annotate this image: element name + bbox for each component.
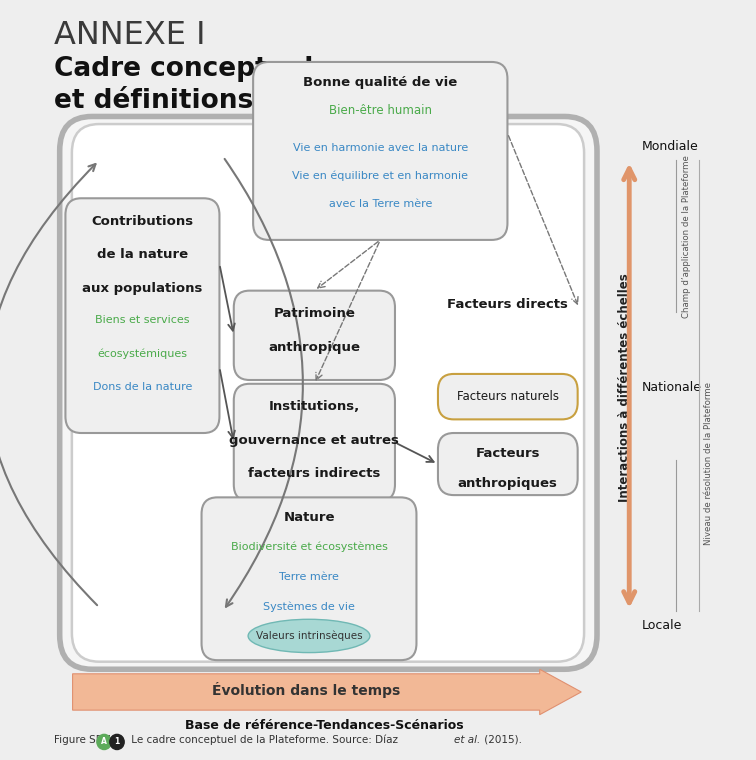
Text: Vie en équilibre et en harmonie: Vie en équilibre et en harmonie [293, 171, 468, 182]
Text: A: A [101, 737, 107, 746]
Text: anthropiques: anthropiques [458, 477, 558, 490]
Ellipse shape [248, 619, 370, 653]
Text: Contributions: Contributions [91, 215, 194, 228]
FancyBboxPatch shape [253, 62, 507, 240]
FancyBboxPatch shape [234, 290, 395, 380]
Text: Figure SPM: Figure SPM [54, 735, 114, 745]
Text: ANNEXE I: ANNEXE I [54, 21, 206, 52]
Text: Facteurs: Facteurs [476, 447, 540, 460]
FancyBboxPatch shape [202, 497, 417, 660]
Text: Patrimoine: Patrimoine [274, 307, 355, 320]
Text: anthropique: anthropique [268, 340, 361, 353]
Text: et al.: et al. [454, 735, 480, 745]
Text: Biens et services: Biens et services [95, 315, 190, 325]
FancyBboxPatch shape [66, 198, 219, 433]
Text: Facteurs directs: Facteurs directs [447, 298, 568, 311]
FancyBboxPatch shape [60, 116, 597, 670]
FancyArrow shape [73, 670, 581, 714]
Text: 1: 1 [114, 737, 119, 746]
Text: Dons de la nature: Dons de la nature [93, 382, 192, 391]
Text: (2015).: (2015). [481, 735, 522, 745]
Text: Nationale: Nationale [641, 381, 702, 394]
Text: Niveau de résolution de la Plateforme: Niveau de résolution de la Plateforme [704, 382, 713, 545]
Text: Terre mère: Terre mère [279, 572, 339, 581]
Text: Systèmes de vie: Systèmes de vie [263, 602, 355, 613]
Text: Biodiversité et écosystèmes: Biodiversité et écosystèmes [231, 541, 387, 552]
Text: Bien-être humain: Bien-être humain [329, 103, 432, 116]
Text: Le cadre conceptuel de la Plateforme. Source: Díaz: Le cadre conceptuel de la Plateforme. So… [128, 734, 401, 745]
Text: écosystémiques: écosystémiques [98, 348, 187, 359]
Text: Nature: Nature [284, 511, 335, 524]
Text: de la nature: de la nature [97, 249, 188, 261]
Text: Vie en harmonie avec la nature: Vie en harmonie avec la nature [293, 143, 468, 153]
Text: Valeurs intrinsèques: Valeurs intrinsèques [256, 631, 362, 641]
Text: gouvernance et autres: gouvernance et autres [229, 434, 399, 447]
Text: Évolution dans le temps: Évolution dans le temps [212, 682, 400, 698]
Text: Cadre conceptuel: Cadre conceptuel [54, 56, 313, 82]
Text: Base de référence-Tendances-Scénarios: Base de référence-Tendances-Scénarios [185, 719, 464, 732]
Circle shape [97, 734, 111, 749]
Text: avec la Terre mère: avec la Terre mère [329, 199, 432, 209]
Text: Facteurs naturels: Facteurs naturels [457, 390, 559, 403]
Text: Interactions à différentes échelles: Interactions à différentes échelles [618, 273, 631, 502]
Text: et définitions: et définitions [54, 87, 253, 114]
Text: Mondiale: Mondiale [641, 140, 699, 153]
Text: facteurs indirects: facteurs indirects [248, 467, 380, 480]
Text: aux populations: aux populations [82, 281, 203, 295]
Circle shape [110, 734, 124, 749]
Text: Locale: Locale [641, 619, 682, 632]
Text: Champ d’application de la Plateforme: Champ d’application de la Plateforme [682, 155, 691, 318]
FancyBboxPatch shape [234, 384, 395, 501]
Text: Bonne qualité de vie: Bonne qualité de vie [303, 75, 457, 89]
Text: Institutions,: Institutions, [268, 401, 360, 413]
FancyBboxPatch shape [72, 124, 584, 662]
FancyBboxPatch shape [438, 433, 578, 495]
FancyBboxPatch shape [438, 374, 578, 420]
